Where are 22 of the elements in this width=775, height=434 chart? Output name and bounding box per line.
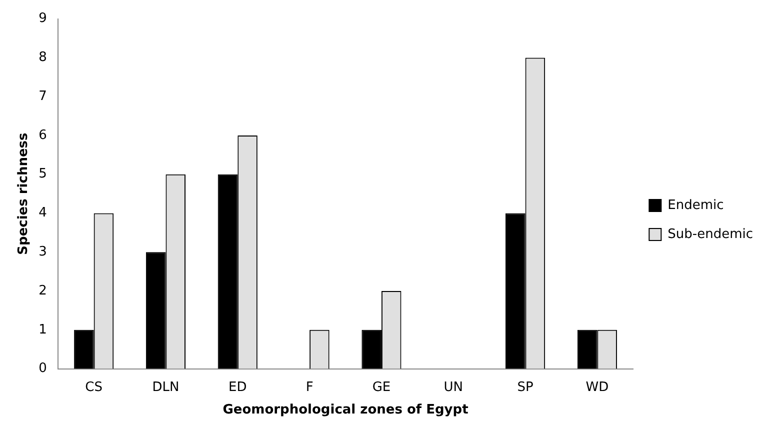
x-tick-label: F [306,380,314,395]
y-tick-label: 9 [38,11,47,26]
x-tick-label: CS [85,380,102,395]
y-tick-label: 5 [38,166,47,182]
y-axis-title: Species richness [16,132,32,255]
x-tick-label: SP [517,380,534,395]
y-tick-label: 6 [38,128,47,143]
x-tick-label: ED [228,380,247,395]
y-tick-label: 8 [38,50,47,66]
y-tick-label: 4 [38,206,47,221]
y-tick-label: 3 [38,244,47,260]
x-tick-label: WD [586,380,609,395]
x-axis-title: Geomorphological zones of Egypt [222,402,468,418]
legend-label: Endemic [668,198,724,213]
x-tick-label: GE [372,380,391,395]
x-tick-label: DLN [152,380,180,395]
y-tick-label: 1 [38,322,47,338]
y-tick-label: 2 [38,283,47,298]
y-tick-label: 7 [38,88,47,104]
y-tick-label: 0 [38,361,47,376]
legend-label: Sub-endemic [668,226,754,242]
x-tick-label: UN [444,380,464,395]
